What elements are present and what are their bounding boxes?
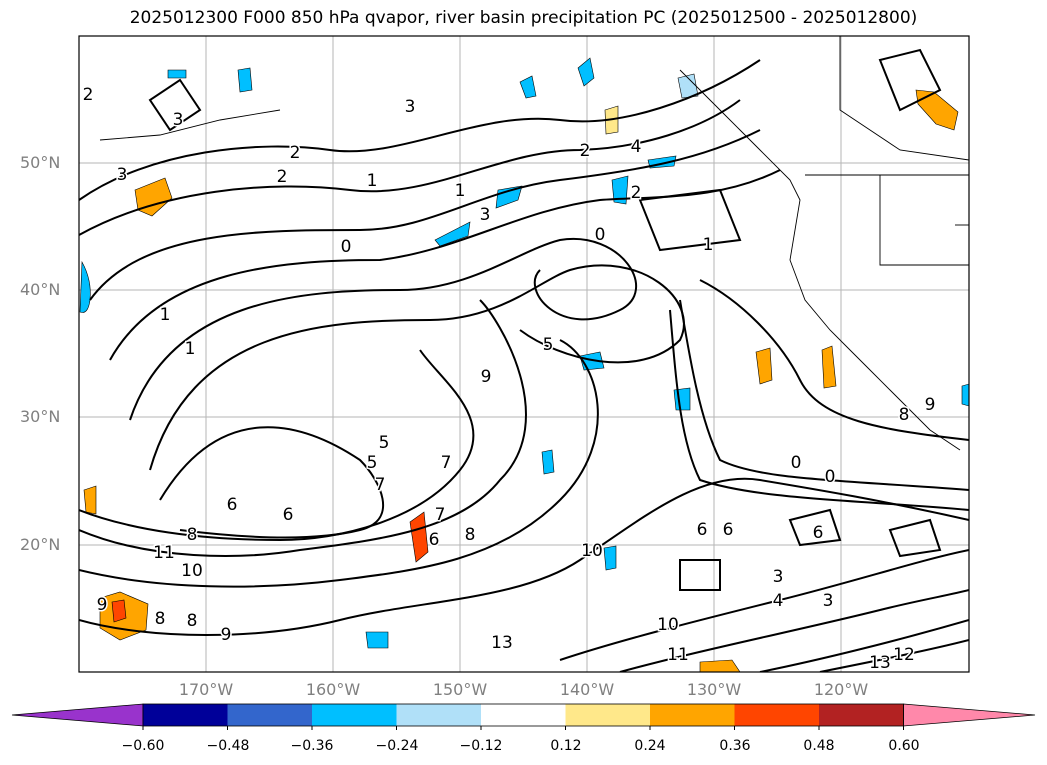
contour-label: 7 <box>375 475 386 495</box>
contour-label: 1 <box>455 181 466 201</box>
contour-label: 2 <box>83 85 94 105</box>
colorbar-tick-label: 0.60 <box>888 738 920 754</box>
colorbar-tick-label: −0.36 <box>290 738 334 754</box>
contour-label: 8 <box>465 525 476 545</box>
contour-label: 6 <box>429 530 440 550</box>
colorbar-tick-label: 0.24 <box>634 738 666 754</box>
contour-label: 2 <box>290 143 301 163</box>
coastlines <box>99 36 969 451</box>
lat-label: 50°N <box>20 153 61 172</box>
contour-label: 4 <box>773 591 784 611</box>
contour-label: 5 <box>379 433 390 453</box>
colorbar-extend-high <box>903 703 1036 727</box>
colorbar-tick-label: −0.60 <box>121 738 165 754</box>
contour-label: 1 <box>703 235 714 255</box>
colorbar-extend-low <box>11 703 144 727</box>
contour-label: 6 <box>697 520 708 540</box>
contour-label: 9 <box>925 395 936 415</box>
contour-label: 2 <box>631 183 642 203</box>
contour-label: 9 <box>481 367 492 387</box>
lat-label: 40°N <box>20 280 61 299</box>
map-panel <box>79 36 969 672</box>
lon-label: 150°W <box>432 680 488 699</box>
contour-label: 10 <box>181 561 203 581</box>
contour-label: 0 <box>791 453 802 473</box>
colorbar-bin <box>227 704 312 726</box>
colorbar-tick-label: −0.48 <box>206 738 250 754</box>
contour-label: 10 <box>657 615 679 635</box>
lat-label: 20°N <box>20 535 61 554</box>
lon-label: 170°W <box>178 680 234 699</box>
colorbar-bin <box>819 704 904 726</box>
lon-label: 160°W <box>305 680 361 699</box>
contour-label: 11 <box>153 543 175 563</box>
colorbar-bin <box>143 704 228 726</box>
contour-label: 6 <box>813 523 824 543</box>
contour-label: 12 <box>893 645 915 665</box>
contour-label: 4 <box>631 137 642 157</box>
contour-label: 9 <box>97 595 108 615</box>
colorbar-frame <box>142 703 904 727</box>
colorbar-bin <box>734 704 819 726</box>
lat-label: 30°N <box>20 407 61 426</box>
contour-label: 10 <box>581 541 603 561</box>
contour-label: 13 <box>491 633 513 653</box>
colorbar-bin <box>565 704 650 726</box>
colorbar-bin <box>396 704 481 726</box>
contour-label: 2 <box>580 141 591 161</box>
colorbar-tick-label: −0.24 <box>375 738 419 754</box>
contour-label: 3 <box>117 165 128 185</box>
colorbar-tick-label: 0.12 <box>550 738 582 754</box>
contour-label: 8 <box>155 609 166 629</box>
contour-label: 8 <box>187 611 198 631</box>
contour-label: 8 <box>187 525 198 545</box>
map-frame <box>78 35 970 673</box>
map-title: 2025012300 F000 850 hPa qvapor, river ba… <box>129 8 918 28</box>
contour-label: 5 <box>367 453 378 473</box>
contour-label: 11 <box>667 645 689 665</box>
colorbar <box>11 703 1036 730</box>
contour-label: 0 <box>825 467 836 487</box>
contour-label: 3 <box>823 591 834 611</box>
colorbar-bin <box>650 704 735 726</box>
contour-label: 1 <box>160 305 171 325</box>
lon-label: 140°W <box>559 680 615 699</box>
qvapor-contours <box>79 48 969 672</box>
contour-label: 3 <box>405 97 416 117</box>
contour-label: 1 <box>185 339 196 359</box>
contour-label: 5 <box>543 335 554 355</box>
contour-label: 2 <box>277 167 288 187</box>
colorbar-tick-label: 0.48 <box>803 738 835 754</box>
precip-pc-shading <box>79 57 969 672</box>
contour-label: 8 <box>899 405 910 425</box>
contour-label: 6 <box>227 495 238 515</box>
lon-label: 130°W <box>686 680 742 699</box>
contour-label: 3 <box>173 110 184 130</box>
contour-label: 3 <box>773 567 784 587</box>
contour-label: 0 <box>341 237 352 257</box>
contour-label: 0 <box>595 225 606 245</box>
contour-label: 1 <box>367 171 378 191</box>
contour-label: 0 <box>595 225 606 245</box>
contour-label: 7 <box>435 505 446 525</box>
contour-label: 6 <box>723 520 734 540</box>
contour-label: 7 <box>441 453 452 473</box>
lon-label: 120°W <box>813 680 869 699</box>
graticule <box>79 36 969 672</box>
contour-label: 3 <box>480 205 491 225</box>
colorbar-tick-label: −0.12 <box>459 738 503 754</box>
colorbar-bin <box>312 704 397 726</box>
contour-label: 6 <box>283 505 294 525</box>
contour-label: 9 <box>221 625 232 645</box>
colorbar-tick-label: 0.36 <box>719 738 751 754</box>
contour-label: 13 <box>869 653 891 673</box>
colorbar-bin <box>481 704 566 726</box>
